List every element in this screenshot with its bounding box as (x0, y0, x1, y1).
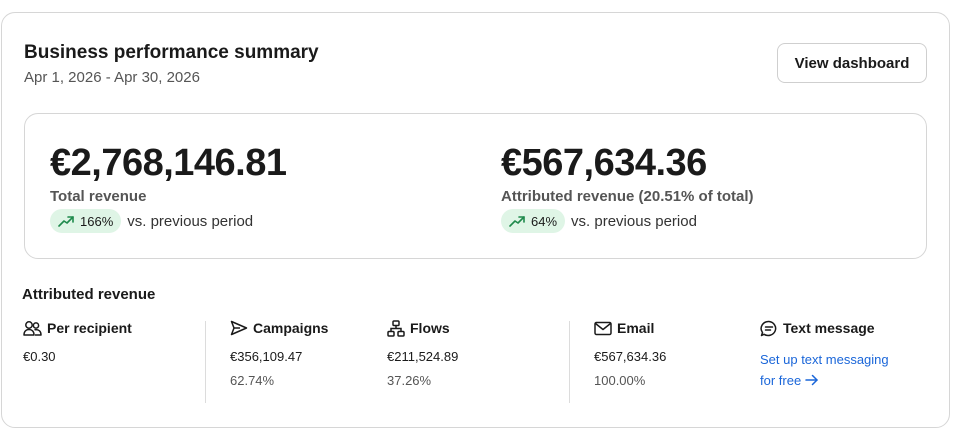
text-message-label: Text message (783, 320, 875, 336)
campaigns-header: Campaigns (230, 318, 328, 338)
page-title: Business performance summary (24, 42, 319, 63)
trend-percent: 64% (531, 213, 558, 229)
email-value: €567,634.36 (594, 349, 667, 364)
flows-share: 37.26% (387, 373, 432, 388)
performance-summary-card: Business performance summary Apr 1, 2026… (1, 12, 950, 428)
attributed-revenue-change: 64% vs. previous period (501, 209, 697, 233)
total-revenue-label: Total revenue (50, 188, 147, 205)
flows-column: Flows €211,524.89 37.26% (387, 318, 458, 388)
comparison-text: vs. previous period (571, 212, 697, 230)
column-divider (569, 321, 570, 403)
date-range: Apr 1, 2026 - Apr 30, 2026 (24, 69, 200, 86)
total-revenue-amount: €2,768,146.81 (50, 142, 287, 184)
email-label: Email (617, 320, 655, 336)
trend-up-icon (509, 216, 525, 227)
comparison-text: vs. previous period (127, 212, 254, 230)
setup-text-messaging-link[interactable]: Set up text messaging for free (760, 349, 920, 391)
users-icon (23, 321, 42, 336)
trend-badge: 64% (501, 209, 566, 233)
flows-header: Flows (387, 318, 450, 338)
campaigns-value: €356,109.47 (230, 349, 303, 364)
email-share: 100.00% (594, 373, 646, 388)
attributed-revenue-amount: €567,634.36 (501, 142, 707, 184)
trend-percent: 166% (80, 213, 114, 229)
total-revenue-change: 166% vs. previous period (50, 209, 253, 233)
text-message-header: Text message (760, 318, 875, 338)
view-dashboard-button[interactable]: View dashboard (777, 43, 927, 83)
trend-badge: 166% (50, 209, 122, 233)
attributed-revenue-label: Attributed revenue (20.51% of total) (501, 188, 754, 205)
text-message-column: Text message Set up text messaging for f… (760, 318, 889, 388)
email-column: Email €567,634.36 100.00% (594, 318, 666, 388)
revenue-summary-box: €2,768,146.81 Total revenue 166% vs. pre… (24, 113, 927, 259)
attributed-revenue-heading: Attributed revenue (22, 286, 156, 303)
per-recipient-column: Per recipient €0.30 (23, 318, 132, 364)
per-recipient-value: €0.30 (23, 349, 56, 364)
flows-label: Flows (410, 320, 450, 336)
link-line-2: for free (760, 373, 802, 388)
mail-icon (594, 321, 612, 335)
message-icon (760, 320, 777, 336)
per-recipient-header: Per recipient (23, 318, 132, 338)
link-line-1: Set up text messaging (760, 352, 889, 367)
column-divider (205, 321, 206, 403)
campaigns-label: Campaigns (253, 320, 329, 336)
campaigns-column: Campaigns €356,109.47 62.74% (230, 318, 328, 388)
email-header: Email (594, 318, 654, 338)
arrow-right-icon (805, 374, 818, 386)
per-recipient-label: Per recipient (47, 320, 132, 336)
flows-value: €211,524.89 (387, 349, 459, 364)
trend-up-icon (58, 216, 74, 227)
send-icon (230, 320, 248, 336)
flow-icon (387, 319, 405, 337)
campaigns-share: 62.74% (230, 373, 275, 388)
